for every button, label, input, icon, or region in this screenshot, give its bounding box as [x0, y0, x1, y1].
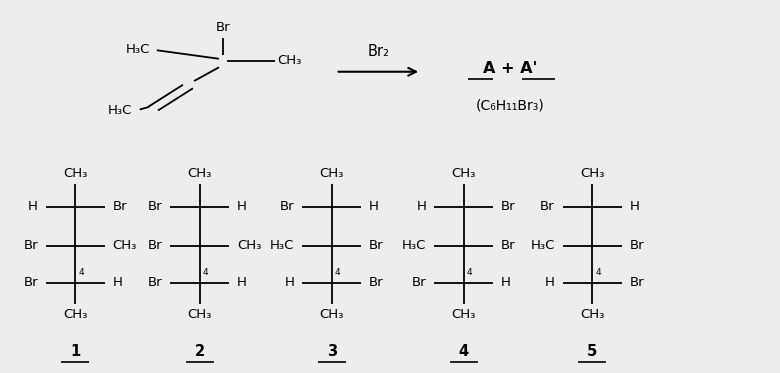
- Text: CH₃: CH₃: [63, 167, 87, 180]
- Text: H: H: [237, 276, 246, 289]
- Text: H: H: [237, 200, 246, 213]
- Text: Br: Br: [147, 239, 162, 252]
- Text: CH₃: CH₃: [452, 167, 476, 180]
- Text: CH₃: CH₃: [580, 167, 604, 180]
- Text: CH₃: CH₃: [580, 308, 604, 321]
- Text: 4: 4: [595, 268, 601, 277]
- Text: H: H: [629, 200, 640, 213]
- Text: H: H: [417, 200, 427, 213]
- Text: Br: Br: [280, 200, 294, 213]
- Text: H₃C: H₃C: [126, 43, 151, 56]
- Text: CH₃: CH₃: [63, 308, 87, 321]
- Text: H: H: [501, 276, 511, 289]
- Text: Br: Br: [540, 200, 555, 213]
- Text: 4: 4: [78, 268, 84, 277]
- Text: CH₃: CH₃: [320, 167, 344, 180]
- Text: 4: 4: [203, 268, 208, 277]
- Text: Br: Br: [23, 239, 38, 252]
- Text: Br: Br: [112, 200, 127, 213]
- Text: H: H: [28, 200, 38, 213]
- Text: Br: Br: [629, 276, 644, 289]
- Text: Br: Br: [23, 276, 38, 289]
- Text: CH₃: CH₃: [320, 308, 344, 321]
- Text: Br₂: Br₂: [367, 44, 389, 59]
- Text: H₃C: H₃C: [270, 239, 294, 252]
- Text: Br: Br: [629, 239, 644, 252]
- Text: A + A': A + A': [484, 60, 537, 75]
- Text: 2: 2: [194, 344, 204, 359]
- Text: H₃C: H₃C: [402, 239, 427, 252]
- Text: H: H: [112, 276, 122, 289]
- Text: 4: 4: [335, 268, 340, 277]
- Text: Br: Br: [501, 239, 516, 252]
- Text: CH₃: CH₃: [187, 308, 211, 321]
- Text: H₃C: H₃C: [108, 104, 132, 117]
- Text: Br: Br: [215, 21, 230, 34]
- Text: (C₆H₁₁Br₃): (C₆H₁₁Br₃): [476, 98, 545, 112]
- Text: H₃C: H₃C: [530, 239, 555, 252]
- Text: 5: 5: [587, 344, 597, 359]
- Text: H: H: [545, 276, 555, 289]
- Text: 1: 1: [70, 344, 80, 359]
- Text: CH₃: CH₃: [187, 167, 211, 180]
- Text: Br: Br: [147, 200, 162, 213]
- Text: Br: Br: [501, 200, 516, 213]
- Text: CH₃: CH₃: [112, 239, 137, 252]
- Text: Br: Br: [147, 276, 162, 289]
- Text: Br: Br: [369, 276, 384, 289]
- Text: 4: 4: [467, 268, 473, 277]
- Text: H: H: [369, 200, 379, 213]
- Text: CH₃: CH₃: [237, 239, 261, 252]
- Text: CH₃: CH₃: [452, 308, 476, 321]
- Text: Br: Br: [369, 239, 384, 252]
- Text: H: H: [285, 276, 294, 289]
- Text: 3: 3: [327, 344, 337, 359]
- Text: Br: Br: [412, 276, 427, 289]
- Text: CH₃: CH₃: [278, 54, 302, 67]
- Text: 4: 4: [459, 344, 469, 359]
